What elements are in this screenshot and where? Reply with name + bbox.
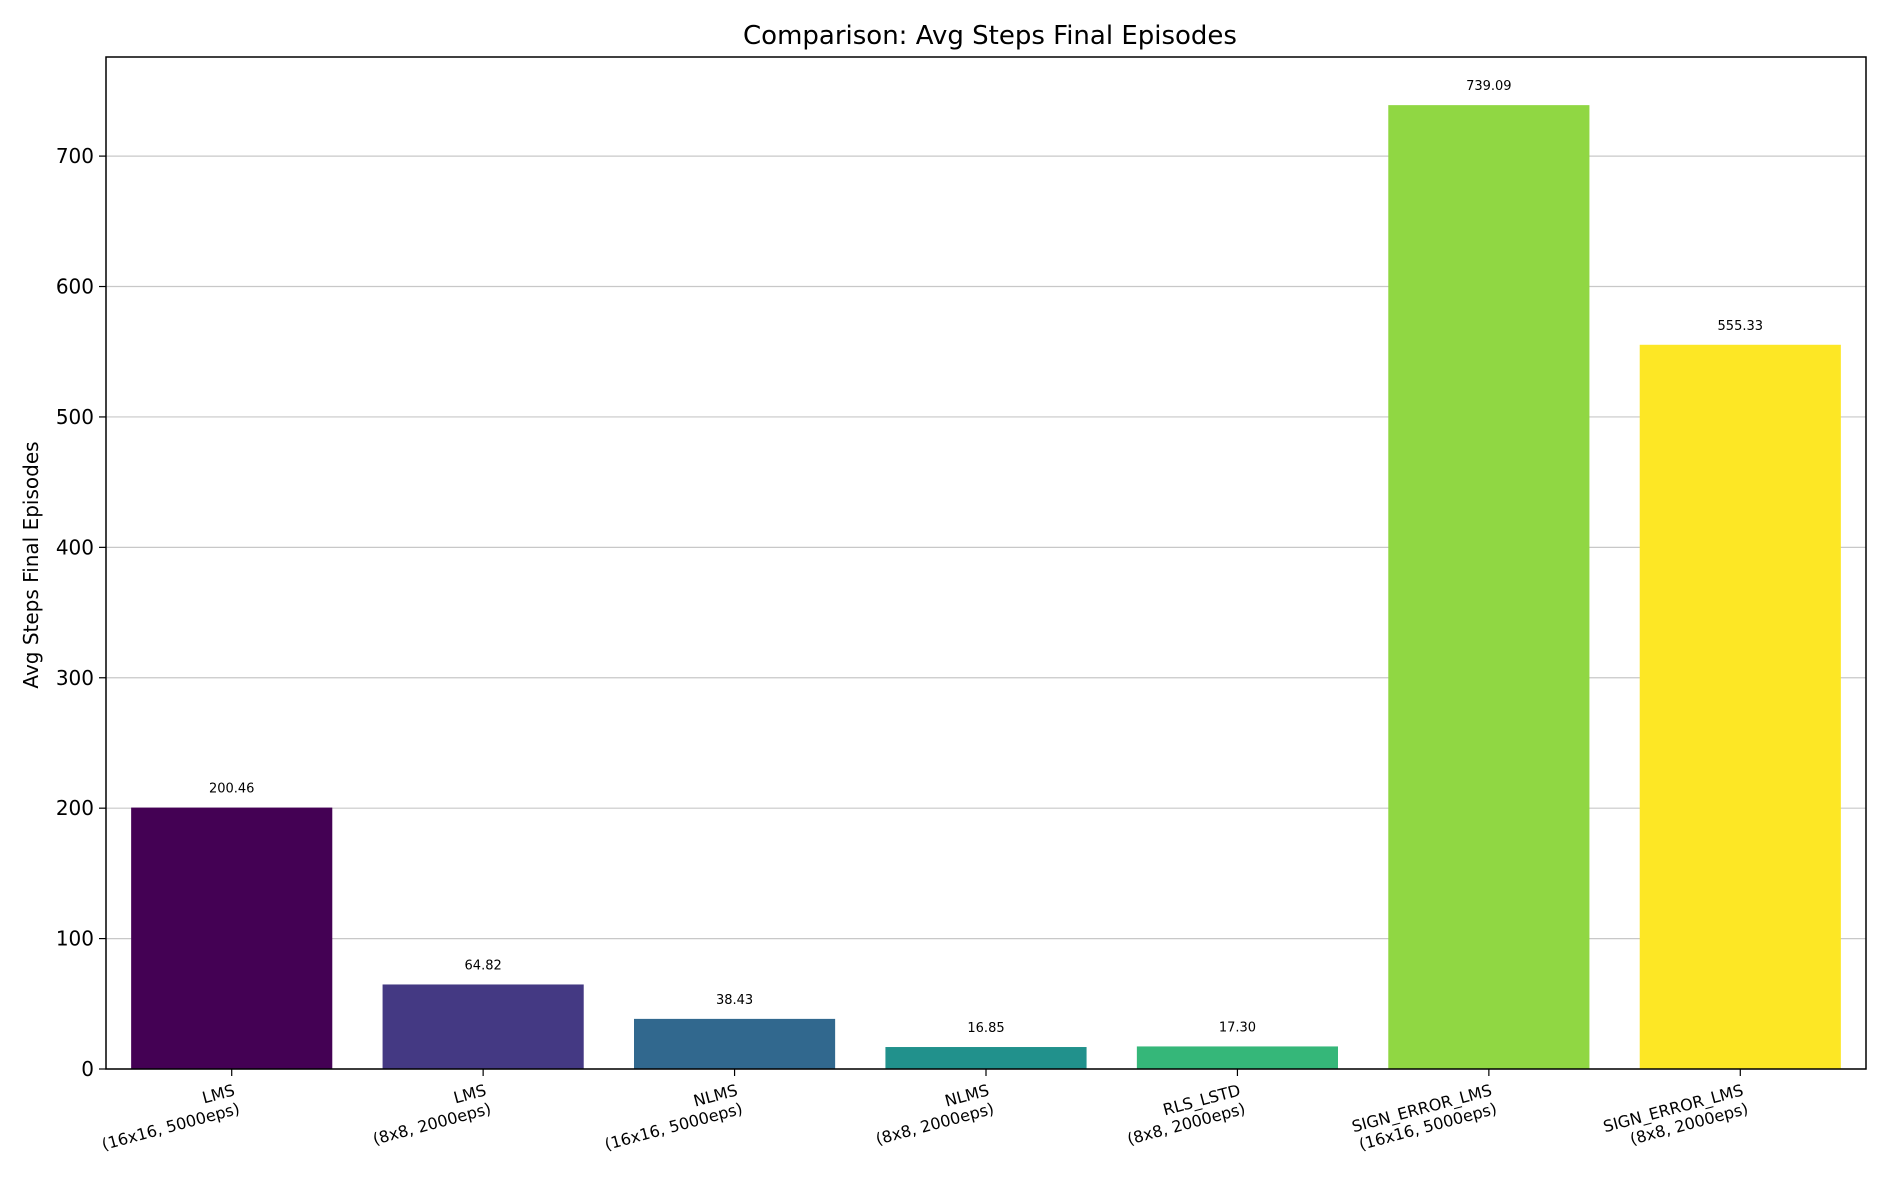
bar [634,1018,836,1069]
chart-title: Comparison: Avg Steps Final Episodes [743,21,1237,51]
bar [1136,1046,1338,1069]
plot-frame [105,56,1867,1070]
y-tick-label: 100 [56,927,94,951]
bar [1639,344,1841,1069]
y-axis-ticks: 0 100 200 300 400 500 600 700 [56,144,106,1081]
x-tick-label: LMS(8x8, 2000eps) [371,1081,493,1149]
x-tick-label: LMS(16x16, 5000eps) [100,1081,242,1154]
bar [885,1047,1087,1069]
gridlines [106,155,1866,1070]
bar-value-label: 739.09 [1466,79,1512,94]
x-tick-label: RLS_LSTD(8x8, 2000eps) [1125,1081,1247,1149]
bar-value-label: 38.43 [716,993,753,1008]
y-tick-label: 600 [56,275,94,299]
bar [382,984,584,1069]
x-tick-label-line: (16x16, 5000eps) [100,1099,242,1154]
x-tick-label: SIGN_ERROR_LMS(8x8, 2000eps) [1601,1081,1750,1149]
bar [131,807,333,1069]
y-axis-label: Avg Steps Final Episodes [19,441,43,688]
bars [131,105,1841,1070]
bar [1388,105,1590,1070]
x-tick-label-line: (16x16, 5000eps) [603,1099,745,1154]
x-tick-label: NLMS(16x16, 5000eps) [603,1081,745,1154]
bar-value-label: 200.46 [209,782,255,797]
x-tick-label: SIGN_ERROR_LMS(16x16, 5000eps) [1350,1081,1499,1154]
bar-value-label: 17.30 [1219,1020,1256,1035]
bar-value-label: 64.82 [465,958,502,973]
y-tick-label: 700 [56,144,94,168]
y-tick-label: 500 [56,405,94,429]
x-tick-label-line: (8x8, 2000eps) [874,1099,996,1149]
bar-value-label: 16.85 [967,1021,1004,1036]
y-tick-label: 400 [56,535,94,559]
x-axis-ticks: LMS(16x16, 5000eps) LMS(8x8, 2000eps) NLMS… [100,1069,1750,1154]
x-tick-label: NLMS(8x8, 2000eps) [874,1081,996,1149]
bar-value-label: 555.33 [1718,319,1764,334]
value-labels: 200.46 64.82 38.43 16.85 17.30 739.09 555.33 [209,79,1763,1036]
x-tick-label-line: (8x8, 2000eps) [371,1099,493,1149]
y-tick-label: 200 [56,796,94,820]
y-tick-label: 300 [56,666,94,690]
y-tick-label: 0 [81,1057,94,1081]
